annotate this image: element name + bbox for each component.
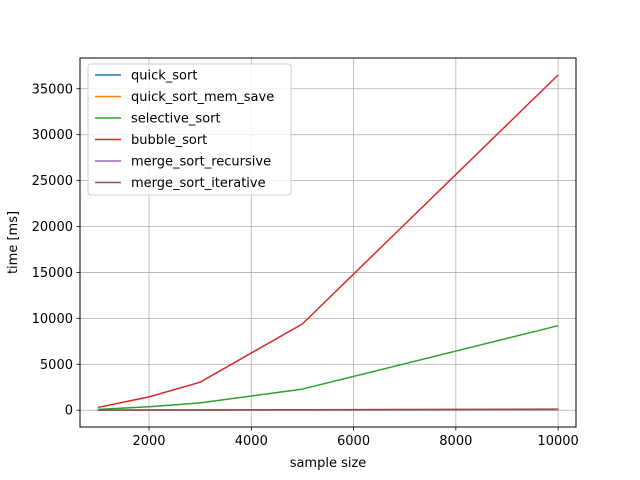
y-tick-label: 25000 bbox=[32, 174, 73, 189]
legend-item: bubble_sort bbox=[95, 133, 207, 148]
x-tick-label: 4000 bbox=[235, 434, 268, 449]
legend-label: selective_sort bbox=[131, 112, 221, 127]
legend-item: quick_sort bbox=[95, 69, 197, 84]
y-tick-label: 0 bbox=[65, 404, 73, 419]
x-tick-label: 2000 bbox=[132, 434, 165, 449]
y-tick-label: 15000 bbox=[32, 266, 73, 281]
x-axis-label: sample size bbox=[290, 456, 367, 471]
x-tick-label: 10000 bbox=[537, 434, 578, 449]
y-axis-label: time [ms] bbox=[6, 211, 21, 274]
y-tick-label: 20000 bbox=[32, 220, 73, 235]
x-tick-label: 6000 bbox=[337, 434, 370, 449]
y-tick-label: 35000 bbox=[32, 82, 73, 97]
series-line-merge-sort-iterative bbox=[97, 408, 559, 411]
legend-label: quick_sort_mem_save bbox=[131, 90, 274, 105]
series-line-bubble-sort bbox=[97, 74, 559, 409]
legend-label: quick_sort bbox=[131, 69, 197, 84]
legend-item: quick_sort_mem_save bbox=[95, 90, 274, 105]
legend-item: merge_sort_iterative bbox=[95, 176, 266, 191]
legend-item: merge_sort_recursive bbox=[95, 155, 271, 170]
legend-item: selective_sort bbox=[95, 112, 221, 127]
series-line-selective-sort bbox=[97, 324, 559, 411]
x-tick-label: 8000 bbox=[439, 434, 472, 449]
legend-label: merge_sort_iterative bbox=[131, 176, 266, 191]
y-tick-label: 30000 bbox=[32, 128, 73, 143]
series-lines bbox=[97, 74, 559, 411]
legend: quick_sort quick_sort_mem_save selective_s… bbox=[87, 63, 292, 196]
y-tick-label: 10000 bbox=[32, 312, 73, 327]
legend-label: merge_sort_recursive bbox=[131, 155, 271, 170]
y-tick-label: 5000 bbox=[40, 358, 73, 373]
y-axis-ticks: 0 5000 10000 15000 20000 25000 30000 35000 bbox=[32, 82, 80, 419]
x-axis-ticks: 2000 4000 6000 8000 10000 bbox=[132, 427, 579, 449]
legend-box bbox=[87, 63, 292, 196]
plot-frame bbox=[79, 57, 577, 428]
legend-label: bubble_sort bbox=[131, 133, 207, 148]
